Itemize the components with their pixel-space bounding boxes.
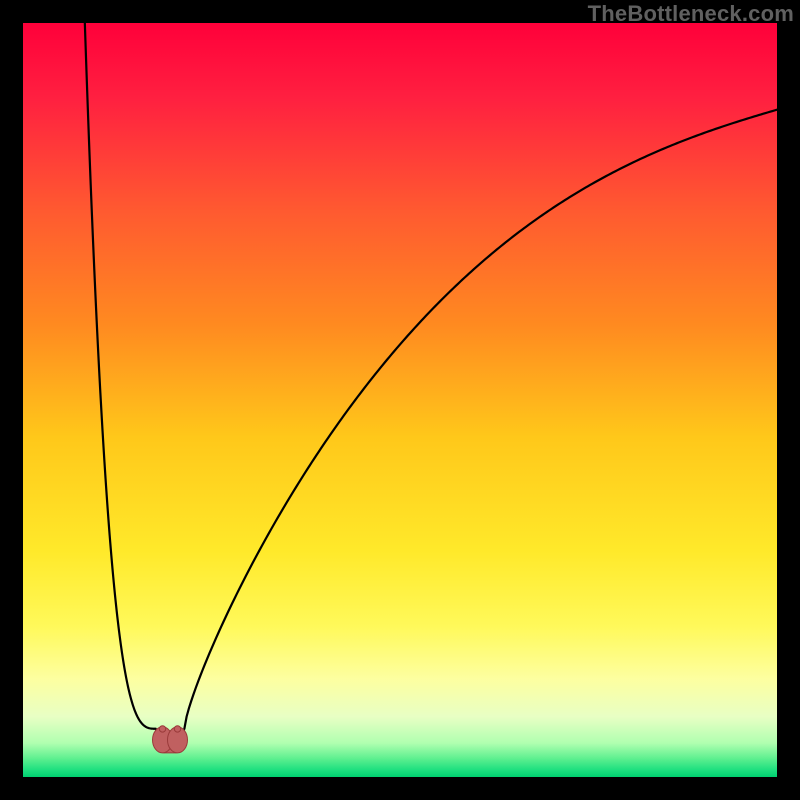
plot-area xyxy=(23,23,777,777)
marker-layer xyxy=(23,23,777,777)
chart-root: TheBottleneck.com xyxy=(0,0,800,800)
minimum-marker xyxy=(153,726,188,753)
watermark-text: TheBottleneck.com xyxy=(588,1,794,27)
